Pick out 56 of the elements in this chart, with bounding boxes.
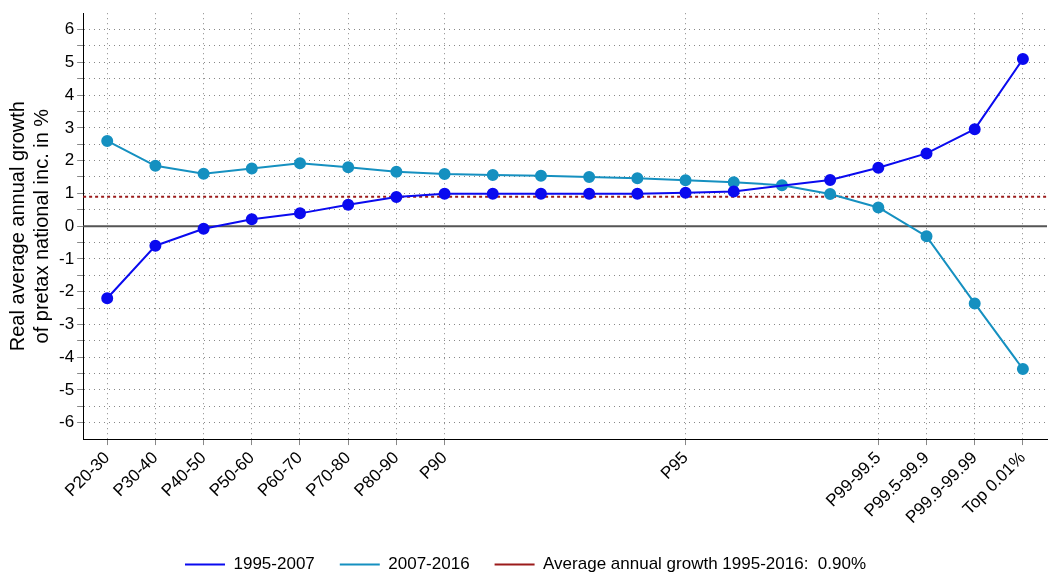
point bbox=[101, 134, 114, 147]
point bbox=[197, 222, 210, 235]
point bbox=[631, 172, 644, 185]
point bbox=[534, 187, 547, 200]
point bbox=[824, 173, 837, 186]
y-tick-label: 2 bbox=[64, 150, 75, 170]
y-tick-label: -6 bbox=[58, 412, 75, 432]
point bbox=[390, 165, 403, 178]
point bbox=[486, 169, 499, 182]
y-tick-label: -2 bbox=[58, 281, 75, 301]
point bbox=[149, 239, 162, 252]
point bbox=[534, 169, 547, 182]
point bbox=[390, 190, 403, 203]
y-tick-label: -5 bbox=[58, 379, 75, 399]
point bbox=[631, 187, 644, 200]
y-tick-label: 1 bbox=[64, 183, 75, 203]
legend-label: 1995-2007 bbox=[233, 554, 315, 574]
legend-label: 2007-2016 bbox=[388, 554, 470, 574]
point bbox=[1016, 53, 1029, 66]
point bbox=[197, 167, 210, 180]
point bbox=[293, 207, 306, 220]
point bbox=[342, 161, 355, 174]
point bbox=[920, 147, 933, 160]
legend-label: Average annual growth 1995-2016: 0.90% bbox=[543, 554, 867, 574]
y-axis-title: Real average annual growth of pretax national inc. in % bbox=[5, 101, 52, 352]
point bbox=[727, 185, 740, 198]
y-tick-label: 4 bbox=[64, 84, 75, 104]
point bbox=[872, 201, 885, 214]
point bbox=[245, 162, 258, 175]
point bbox=[438, 168, 451, 181]
y-tick-label: 5 bbox=[64, 52, 75, 72]
x-tick-label: P95 bbox=[656, 448, 692, 483]
point bbox=[583, 187, 596, 200]
y-tick-label: -4 bbox=[58, 346, 75, 366]
point bbox=[149, 159, 162, 172]
point bbox=[486, 187, 499, 200]
point bbox=[438, 187, 451, 200]
point bbox=[824, 188, 837, 201]
point bbox=[101, 292, 114, 305]
point bbox=[342, 198, 355, 211]
point bbox=[1016, 362, 1029, 375]
point bbox=[920, 230, 933, 243]
point bbox=[583, 171, 596, 183]
point bbox=[679, 186, 692, 199]
x-tick-label: P90 bbox=[415, 448, 451, 483]
point bbox=[872, 161, 885, 174]
point bbox=[968, 297, 981, 310]
y-tick-label: -1 bbox=[58, 248, 75, 268]
point bbox=[293, 157, 306, 170]
y-tick-label: 3 bbox=[64, 117, 75, 137]
point bbox=[679, 174, 692, 187]
y-tick-label: -3 bbox=[58, 314, 75, 334]
y-tick-label: 0 bbox=[64, 215, 75, 235]
point bbox=[245, 213, 258, 226]
y-tick-label: 6 bbox=[64, 19, 75, 39]
point bbox=[968, 123, 981, 136]
